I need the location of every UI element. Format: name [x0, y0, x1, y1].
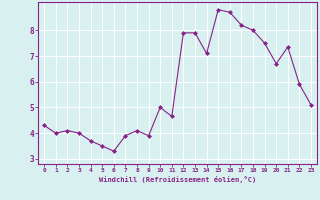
- X-axis label: Windchill (Refroidissement éolien,°C): Windchill (Refroidissement éolien,°C): [99, 176, 256, 183]
